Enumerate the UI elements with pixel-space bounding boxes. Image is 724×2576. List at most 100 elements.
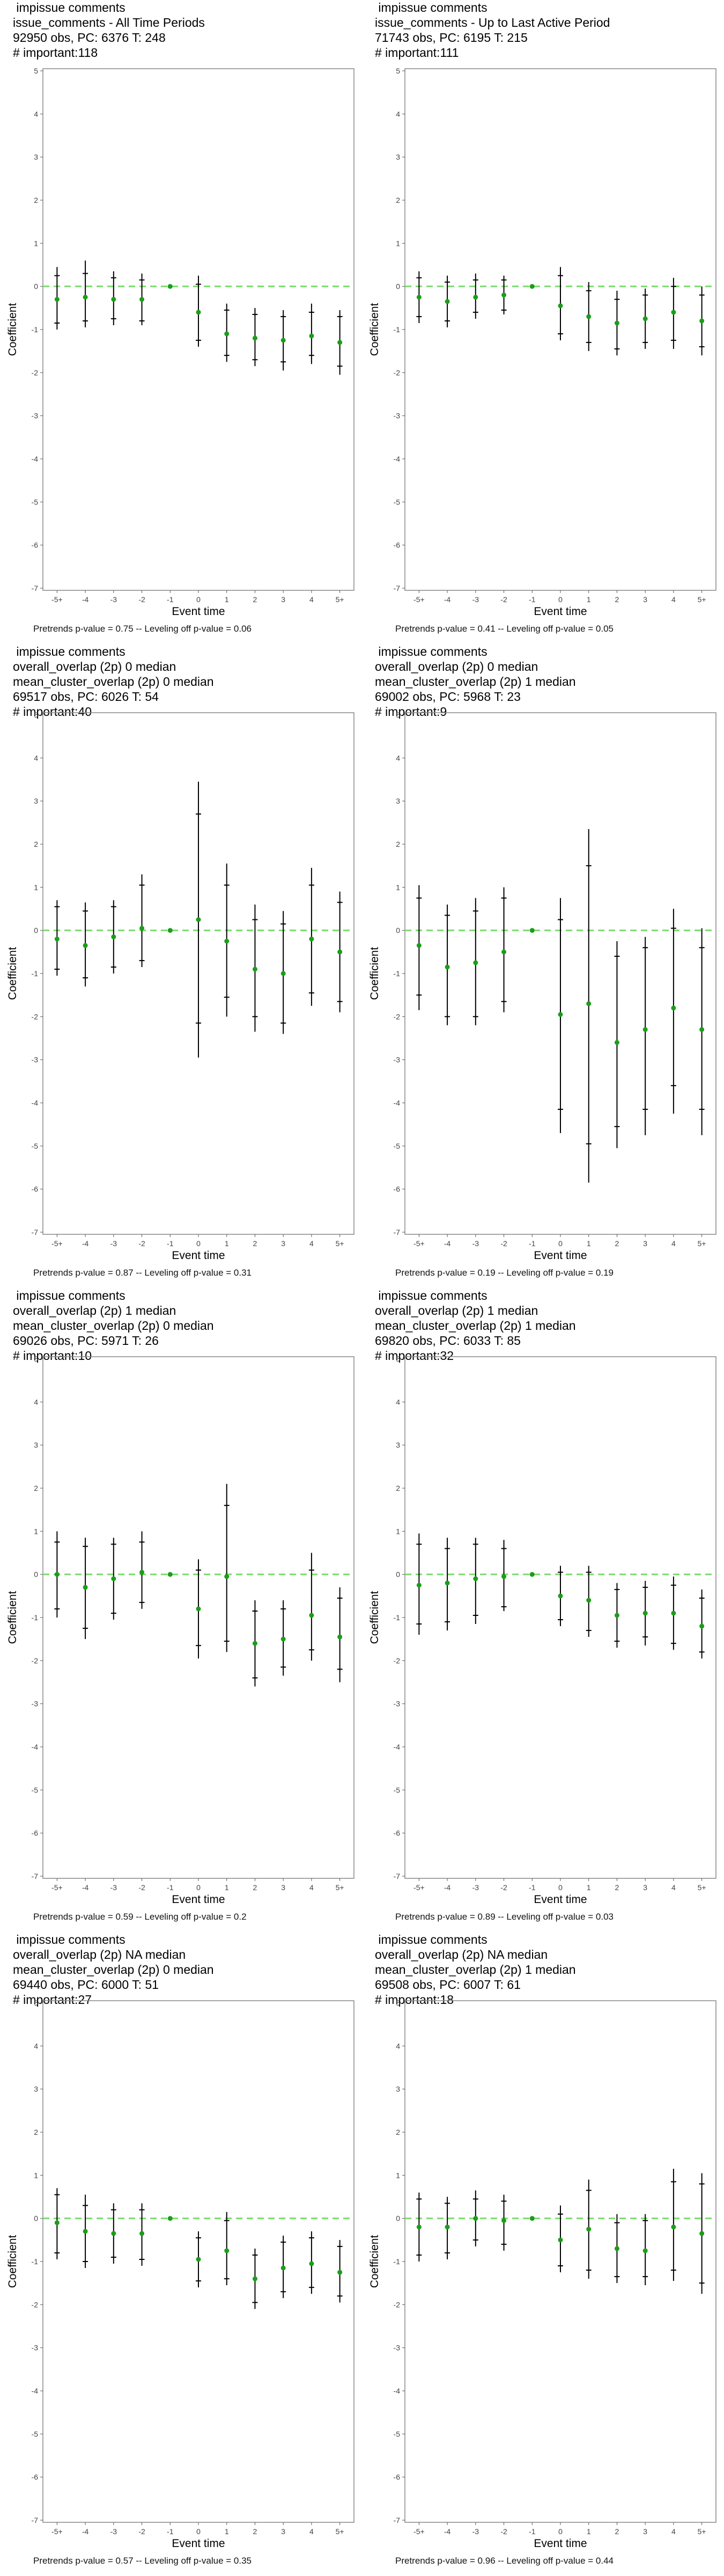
estimate-point [111,1576,116,1582]
x-tick-label: -2 [138,1239,145,1248]
x-tick-label: 4 [309,595,314,604]
estimate-point [139,297,145,302]
panel-footer: Pretrends p-value = 0.19 -- Leveling off… [395,1268,614,1278]
y-tick-label: 5 [34,1355,38,1363]
caption-line: 69002 obs, PC: 5968 T: 23 [375,690,521,704]
estimate-point [501,2218,507,2223]
x-tick-label: -1 [167,595,174,604]
estimate-point [280,971,286,976]
estimate-point [309,333,314,339]
reference-point [167,928,173,933]
y-tick-label: -7 [32,584,39,592]
y-tick-label: 5 [396,1999,400,2007]
y-tick-label: -2 [394,2300,401,2309]
estimate-point [558,1012,563,1017]
y-tick-label: -2 [394,1012,401,1021]
event-study-panel: 5 4 3 2 1 0 -1 -2 -3 -4 -5 -6 -7 -5+ -4 -3 -2 -1 0 1 2 3 4 5+ Co… [6,711,354,1262]
y-tick-label: 3 [34,2085,38,2094]
y-tick-label: -2 [394,368,401,377]
x-tick-label: -3 [110,595,117,604]
estimate-point [280,2265,286,2271]
estimate-point [83,295,88,300]
estimate-point [224,331,230,336]
x-tick-label: -5+ [413,2527,425,2536]
panel-caption: impissue comments overall_overlap (2p) 1 … [375,1288,576,1363]
event-study-panel: 5 4 3 2 1 0 -1 -2 -3 -4 -5 -6 -7 -5+ -4 -3 -2 -1 0 1 2 3 4 5+ Co… [6,1355,354,1906]
caption-line: # important:18 [375,1993,454,2007]
estimate-point [501,292,507,298]
caption-line: overall_overlap (2p) NA median [13,1948,186,1962]
y-axis-label: Coefficient [6,2235,19,2288]
estimate-point [54,2220,60,2226]
y-tick-label: -7 [32,2516,39,2524]
estimate-point [473,1576,478,1582]
y-tick-label: -4 [394,455,401,463]
estimate-point [252,335,257,341]
y-tick-label: 0 [396,1570,400,1579]
y-tick-label: -3 [32,412,39,420]
x-tick-label: -4 [444,595,451,604]
caption-line: # important:118 [13,46,98,60]
estimate-point [586,314,592,319]
y-tick-label: 2 [396,840,400,848]
x-tick-label: -1 [529,2527,536,2536]
y-tick-label: -6 [32,1185,39,1194]
estimate-point [280,338,286,343]
caption-line: mean_cluster_overlap (2p) 1 median [375,675,576,689]
x-tick-label: -1 [167,1239,174,1248]
x-tick-label: -2 [138,2527,145,2536]
estimate-point [309,1613,314,1618]
panel-caption: impissue comments overall_overlap (2p) 1 … [13,1288,214,1363]
caption-line: # important:40 [13,705,92,719]
x-tick-label: 2 [615,1239,619,1248]
y-tick-label: 2 [34,840,38,848]
y-tick-label: 4 [396,753,400,762]
panel-caption: impissue comments overall_overlap (2p) NA… [375,1932,576,2007]
x-tick-label: 5+ [336,595,344,604]
caption-line: impissue comments [375,645,487,658]
x-tick-label: 1 [587,2527,591,2536]
x-tick-label: 0 [196,1239,201,1248]
y-tick-label: -6 [394,2473,401,2482]
estimate-point [54,297,60,302]
estimate-point [309,936,314,942]
y-tick-label: -6 [32,2473,39,2482]
caption-line: 69026 obs, PC: 5971 T: 26 [13,1334,159,1348]
reference-point [529,2216,535,2221]
y-tick-label: -1 [394,325,401,334]
caption-line: # important:27 [13,1993,92,2007]
estimate-point [671,1611,676,1616]
x-tick-label: -1 [167,2527,174,2536]
estimate-point [139,926,145,931]
caption-line: overall_overlap (2p) NA median [375,1948,548,1962]
y-tick-label: -5 [394,1785,401,1794]
reference-point [167,284,173,289]
x-tick-label: 2 [615,2527,619,2536]
y-tick-label: -4 [32,2387,39,2395]
x-axis-label: Event time [172,1893,225,1906]
reference-point [167,2216,173,2221]
x-tick-label: -5+ [51,2527,63,2536]
x-tick-label: -3 [110,2527,117,2536]
reference-point [529,928,535,933]
estimate-point [642,1027,648,1032]
estimate-point [252,967,257,972]
x-tick-label: -2 [500,2527,507,2536]
estimate-point [280,1636,286,1642]
y-tick-label: 3 [396,2085,400,2094]
caption-line: impissue comments [13,1,125,14]
estimate-point [445,2224,450,2230]
y-tick-label: -5 [394,497,401,506]
y-tick-label: -7 [32,1872,39,1880]
y-tick-label: 4 [396,1397,400,1406]
panel-caption: impissue comments overall_overlap (2p) 0 … [13,644,214,719]
x-tick-label: 3 [643,595,647,604]
x-tick-label: -4 [82,1239,89,1248]
y-tick-label: 2 [34,2128,38,2136]
estimate-point [337,1634,343,1640]
estimate-point [671,1005,676,1011]
y-axis-label: Coefficient [6,303,19,356]
x-axis-label: Event time [534,1893,587,1906]
y-tick-label: 3 [34,797,38,806]
estimate-point [586,2227,592,2232]
